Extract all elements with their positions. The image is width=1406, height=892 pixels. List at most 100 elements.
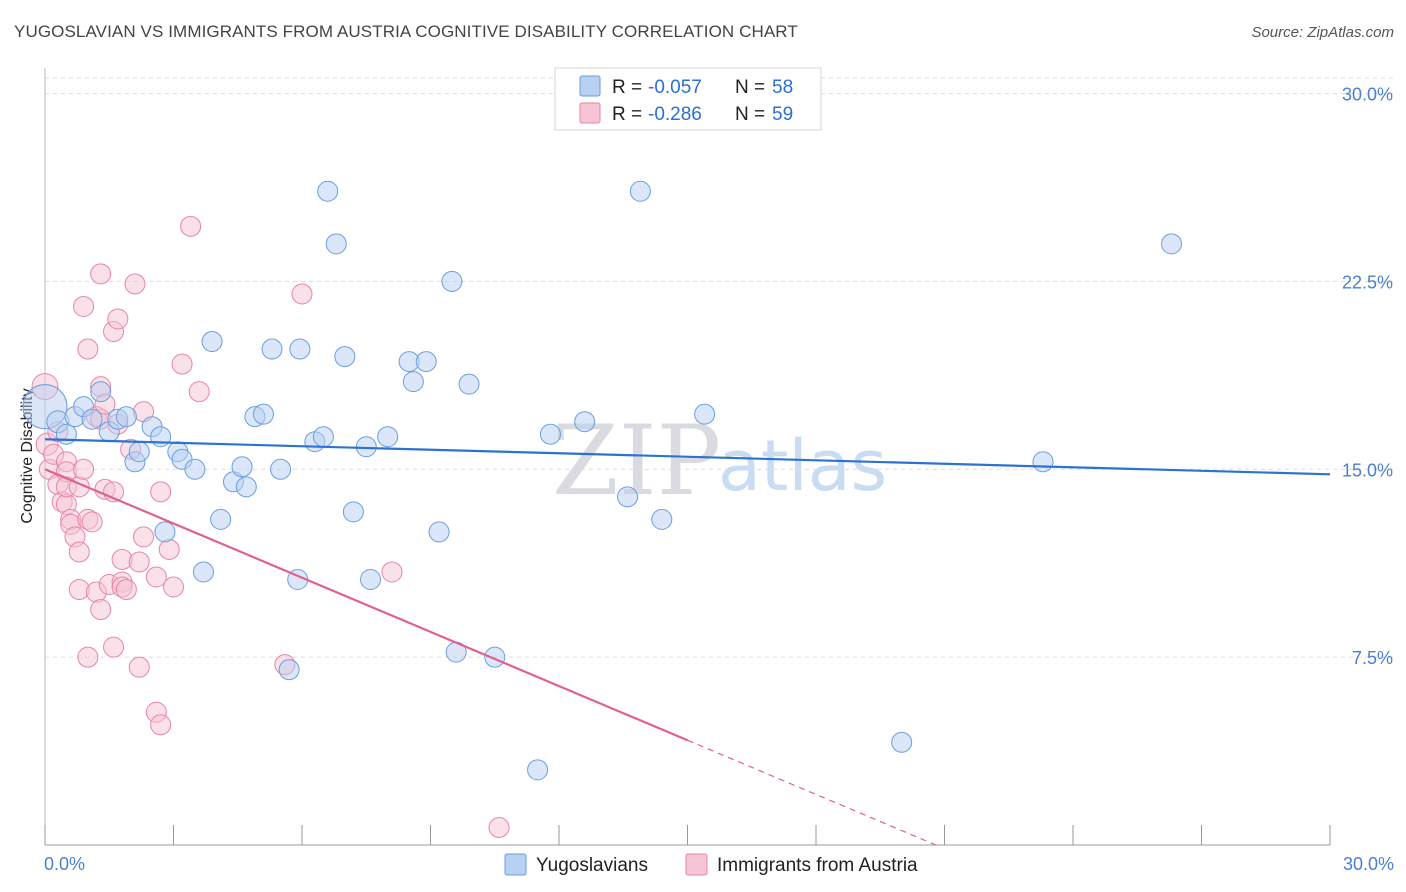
yugoslavians-point-52 — [629, 180, 651, 202]
yugoslavians-point-50 — [574, 411, 596, 433]
yugoslavians-point-48 — [527, 759, 549, 781]
austria-point-44 — [128, 551, 150, 573]
austria-point-18 — [73, 295, 95, 317]
yugoslavians-point-17 — [184, 458, 206, 480]
yugoslavians-point-57 — [1161, 233, 1183, 255]
x-tick-label-min: 0.0% — [44, 854, 85, 874]
yugoslavians-point-44 — [441, 270, 463, 292]
bottom-legend-swatch-yugoslavians — [504, 853, 527, 876]
austria-point-52 — [163, 576, 184, 598]
austria-point-43 — [128, 656, 150, 678]
yugoslavians-point-19 — [201, 331, 223, 353]
austria-point-47 — [145, 566, 167, 588]
yugoslavians-point-25 — [252, 403, 274, 425]
yugoslavians-point-13 — [150, 426, 172, 448]
austria-point-59 — [488, 816, 510, 838]
yugoslavians-point-35 — [334, 346, 356, 368]
yugoslavians-point-34 — [325, 233, 347, 255]
austria-point-46 — [133, 526, 155, 548]
yugoslavians-point-53 — [651, 508, 673, 530]
yugoslavians-point-56 — [1032, 451, 1054, 473]
yugoslavians-point-41 — [402, 371, 424, 393]
bottom-legend-label-austria: Immigrants from Austria — [717, 855, 918, 876]
yugoslavians-point-20 — [210, 508, 232, 530]
austria-point-50 — [150, 714, 172, 736]
y-tick-label-2: 22.5% — [1342, 272, 1393, 292]
yugoslavians-point-5 — [81, 408, 103, 430]
austria-point-19 — [77, 338, 99, 360]
yugoslavians-point-55 — [891, 731, 913, 753]
austria-point-25 — [90, 599, 112, 621]
austria-point-40 — [115, 579, 137, 601]
yugoslavians-point-27 — [270, 458, 292, 480]
yugoslavians-point-36 — [342, 501, 364, 523]
y-tick-label-1: 15.0% — [1342, 460, 1393, 480]
yugoslavians-point-38 — [360, 568, 382, 590]
watermark-atlas: atlas — [718, 425, 887, 507]
legend-n-label-2: N = — [735, 104, 765, 125]
yugoslavians-point-42 — [415, 351, 437, 373]
austria-point-15 — [68, 541, 90, 563]
legend-r-value-2: -0.286 — [648, 104, 702, 125]
legend-r-label-2: R = — [612, 104, 642, 125]
trend-line-austria-extension — [687, 739, 937, 846]
yugoslavians-point-54 — [694, 403, 716, 425]
yugoslavians-point-18 — [192, 561, 214, 583]
austria-point-35 — [107, 308, 129, 330]
austria-point-27 — [90, 263, 112, 285]
y-tick-label-0: 7.5% — [1352, 648, 1393, 668]
austria-point-22 — [81, 511, 103, 533]
austria-point-20 — [77, 646, 99, 668]
yugoslavians-point-6 — [90, 381, 112, 403]
bottom-legend-swatch-austria — [685, 853, 708, 876]
yugoslavians-point-39 — [377, 426, 399, 448]
legend-n-value-2: 59 — [772, 104, 793, 125]
austria-point-42 — [124, 273, 146, 295]
x-ticks — [44, 825, 1331, 845]
yugoslavians-point-11 — [128, 441, 150, 463]
yugoslavians-point-43 — [428, 521, 450, 543]
yugoslavians-point-30 — [289, 338, 311, 360]
legend-swatch-yugoslavians — [579, 75, 601, 97]
y-tick-label-3: 30.0% — [1342, 85, 1393, 105]
yugoslavians-point-28 — [278, 659, 300, 681]
legend-r-label-1: R = — [612, 77, 642, 98]
yugoslavians-point-23 — [235, 476, 257, 498]
yugoslavians-point-33 — [317, 180, 339, 202]
yugoslavians-point-51 — [617, 486, 639, 508]
trend-line-yugoslavians — [44, 438, 1331, 476]
chart-title: YUGOSLAVIAN VS IMMIGRANTS FROM AUSTRIA C… — [14, 22, 798, 41]
austria-point-54 — [180, 215, 202, 237]
legend-n-label-1: N = — [735, 77, 765, 98]
yugoslavians-point-22 — [231, 456, 253, 478]
series-legend: Yugoslavians Immigrants from Austria — [504, 853, 918, 876]
austria-point-55 — [188, 381, 210, 403]
austria-point-49 — [150, 481, 172, 503]
source-label: Source: ZipAtlas.com — [1251, 24, 1394, 41]
y-tick-labels: 7.5% 15.0% 22.5% 30.0% — [1342, 85, 1393, 669]
yugoslavians-point-46 — [458, 373, 480, 395]
austria-point-17 — [73, 458, 95, 480]
legend-n-value-1: 58 — [772, 77, 793, 98]
yugoslavians-point-49 — [539, 423, 561, 445]
yugoslavians-point-14 — [154, 521, 176, 543]
yugoslavians-point-2 — [55, 423, 77, 445]
austria-point-51 — [158, 538, 180, 560]
legend-r-value-1: -0.057 — [648, 77, 702, 98]
yugoslavians-point-9 — [115, 406, 137, 428]
legend-swatch-austria — [579, 102, 601, 124]
austria-point-57 — [291, 283, 313, 305]
austria-point-53 — [171, 353, 193, 375]
yugoslavians-point-26 — [261, 338, 283, 360]
trend-lines — [44, 438, 1331, 846]
austria-point-33 — [103, 636, 125, 658]
yugoslavians-point-32 — [312, 426, 334, 448]
x-tick-label-max: 30.0% — [1343, 854, 1394, 874]
series-immigrants-austria-points — [31, 215, 510, 838]
bottom-legend-label-yugoslavians: Yugoslavians — [536, 855, 648, 876]
gridlines — [45, 77, 1394, 658]
trend-line-austria — [44, 468, 688, 742]
stats-legend: R = -0.057 N = 58 R = -0.286 N = 59 — [554, 67, 822, 131]
austria-point-58 — [381, 561, 403, 583]
